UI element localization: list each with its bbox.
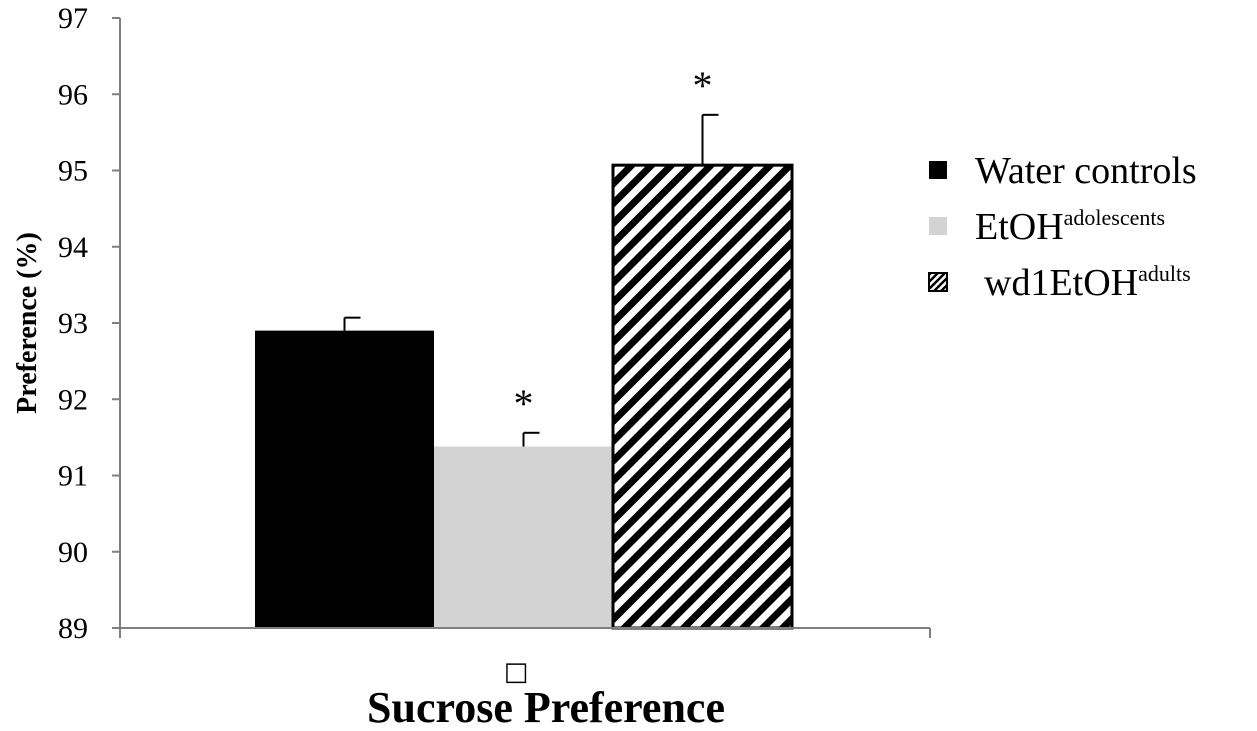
y-tick-label: 97 xyxy=(58,2,88,35)
legend-label-text: wd1EtOH xyxy=(984,262,1138,304)
significance-marker: * xyxy=(693,63,713,108)
legend-label-superscript: adolescents xyxy=(1064,205,1165,230)
bar xyxy=(434,446,613,628)
y-tick-label: 91 xyxy=(58,460,88,493)
y-axis-ticks: 89 90 91 92 93 94 95 96 97 xyxy=(58,2,120,645)
legend-label: EtOHadolescents xyxy=(975,205,1165,248)
legend-swatch xyxy=(929,217,947,235)
bar xyxy=(255,330,434,628)
significance-marker: * xyxy=(514,381,534,426)
y-tick-label: 94 xyxy=(58,231,88,264)
y-tick-label: 90 xyxy=(58,536,88,569)
legend-label-text: Water controls xyxy=(975,150,1197,192)
legend-label: Water controls xyxy=(975,150,1197,192)
legend-label-text: EtOH xyxy=(975,206,1064,248)
bars: ** xyxy=(255,63,794,630)
legend-swatch xyxy=(929,161,947,179)
legend-label: wd1EtOHadults xyxy=(984,261,1191,304)
y-tick-label: 96 xyxy=(58,78,88,111)
legend-swatch xyxy=(928,272,948,292)
y-axis-label: Preference (%) xyxy=(12,232,43,414)
x-axis-label: Sucrose Preference xyxy=(367,683,725,731)
y-tick-label: 89 xyxy=(58,612,88,645)
x-glyph: □ xyxy=(504,657,529,687)
y-tick-label: 95 xyxy=(58,155,88,188)
legend-label-superscript: adults xyxy=(1138,261,1191,286)
y-tick-label: 93 xyxy=(58,307,88,340)
legend: Water controls EtOHadolescents wd1EtOHadul… xyxy=(928,150,1197,304)
bar xyxy=(611,163,794,630)
y-tick-label: 92 xyxy=(58,383,88,416)
